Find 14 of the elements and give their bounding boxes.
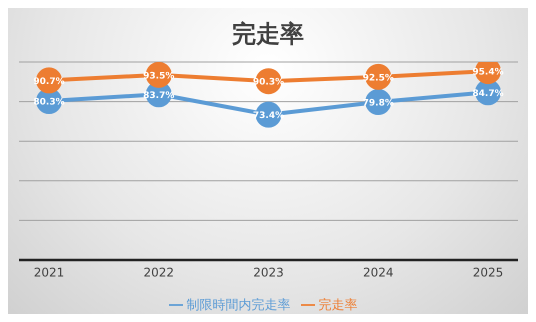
data-label: 80.3% — [33, 98, 65, 108]
data-label: 92.5% — [362, 73, 394, 84]
x-tick-label: 2022 — [143, 266, 174, 280]
data-label: 79.8% — [362, 98, 394, 108]
chart-title: 完走率 — [231, 19, 305, 50]
data-label: 93.5% — [143, 71, 174, 82]
x-tick-label: 2023 — [253, 266, 284, 280]
x-tick-label: 2024 — [362, 266, 394, 280]
data-label: 90.3% — [252, 78, 284, 88]
x-tick-label: 2025 — [472, 266, 504, 280]
data-label: 83.7% — [143, 90, 174, 101]
x-tick-label: 2021 — [34, 266, 64, 280]
legend-label: 完走率 — [318, 298, 358, 313]
legend-label: 制限時間内完走率 — [186, 298, 290, 313]
